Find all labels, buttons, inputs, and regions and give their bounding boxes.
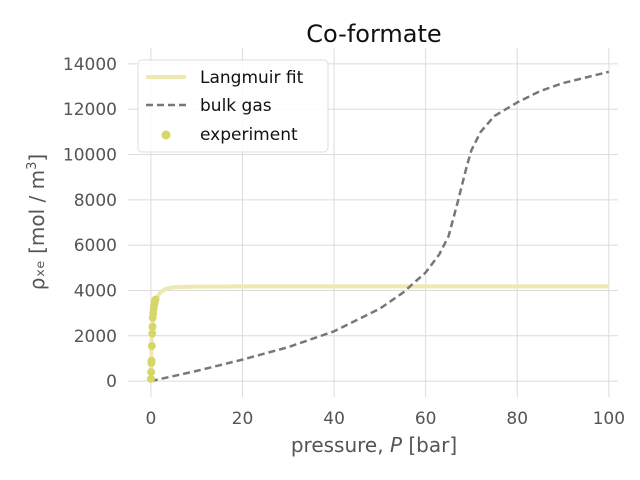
y-axis-ticks: 0 2000 4000 6000 8000 10000 12000 14000 [63, 55, 117, 392]
y-tick-label: 10000 [63, 146, 117, 166]
data-point-experiment [146, 374, 155, 383]
x-axis-label-symbol: P [390, 433, 403, 457]
data-point-experiment [147, 342, 156, 351]
plot-series [146, 70, 610, 383]
x-tick-label: 100 [593, 409, 625, 429]
data-point-experiment [147, 368, 156, 377]
legend-label-langmuir-fit: Langmuir fit [200, 68, 304, 88]
x-tick-label: 20 [232, 409, 254, 429]
data-point-experiment [147, 356, 156, 365]
chart-title: Co-formate [306, 20, 441, 48]
y-axis-label-end: ] [25, 154, 49, 162]
x-tick-label: 80 [506, 409, 528, 429]
legend-label-experiment: experiment [200, 125, 298, 145]
y-tick-label: 6000 [74, 236, 117, 256]
x-tick-label: 40 [323, 409, 345, 429]
legend-swatch-experiment [161, 130, 171, 140]
y-tick-label: 12000 [63, 100, 117, 120]
series-line-bulk-gas [150, 70, 610, 383]
y-axis-label: ρₓₑ [mol / m3] [25, 154, 49, 290]
x-axis-label-prefix: pressure, [291, 433, 390, 457]
x-axis-label: pressure, P [bar] [291, 433, 457, 457]
x-axis-ticks: 0 20 40 60 80 100 [145, 409, 625, 429]
y-tick-label: 4000 [74, 281, 117, 301]
grid [128, 48, 618, 397]
y-tick-label: 14000 [63, 55, 117, 75]
x-tick-label: 0 [145, 409, 156, 429]
data-point-experiment [148, 322, 157, 331]
y-axis-label-main: ρₓₑ [mol / m [25, 170, 49, 290]
legend: Langmuir fit bulk gas experiment [137, 59, 329, 153]
data-point-experiment [151, 295, 160, 304]
legend-frame [137, 59, 329, 153]
legend-label-bulk-gas: bulk gas [200, 96, 272, 116]
y-tick-label: 8000 [74, 191, 117, 211]
data-point-experiment [148, 329, 157, 338]
x-tick-label: 60 [415, 409, 437, 429]
x-axis-label-suffix: [bar] [402, 433, 457, 457]
y-tick-label: 0 [106, 372, 117, 392]
y-tick-label: 2000 [74, 327, 117, 347]
y-axis-label-sup: 3 [25, 162, 40, 170]
series-line-langmuir-fit [148, 284, 609, 382]
